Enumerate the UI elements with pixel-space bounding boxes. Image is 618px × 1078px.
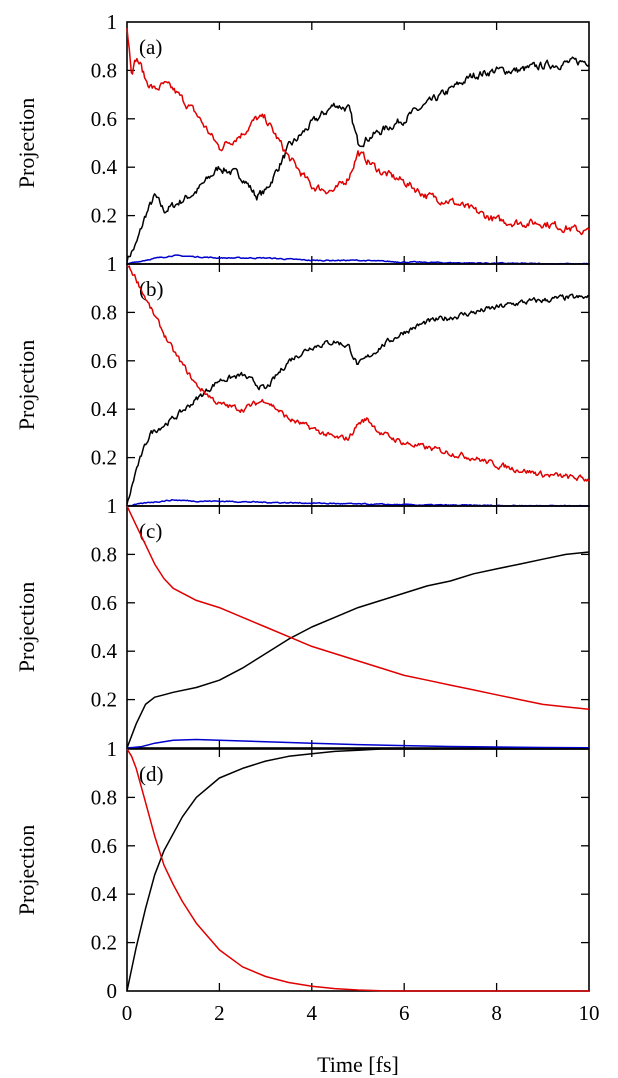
y-tick-label: 0.4 [91, 882, 118, 906]
x-tick-label: 8 [491, 1001, 502, 1025]
series-line-1 [126, 551, 590, 749]
y-axis-label: Projection [14, 582, 39, 672]
y-tick-label: 0.6 [91, 591, 117, 615]
panel-4: 1 0.8 0.6 0.4 0.2 00 2 4 6 8 10 Projection Time [fs]… [14, 737, 600, 1077]
panel-2: 1 0.8 0.6 0.4 0.2 Projection (b) [14, 252, 590, 507]
panel-label: (b) [139, 277, 164, 301]
x-tick-label: 0 [122, 1001, 133, 1025]
x-tick-label: 10 [579, 1001, 600, 1025]
series-line-2 [126, 27, 590, 236]
y-tick-label: 0.4 [91, 397, 118, 421]
y-tick-label: 0.8 [91, 300, 117, 324]
panel-label: (d) [139, 762, 164, 786]
y-tick-label: 0.8 [91, 785, 117, 809]
panel-label: (c) [139, 519, 162, 543]
panel-label: (a) [139, 35, 162, 59]
series-line-3 [127, 498, 590, 507]
y-tick-label: 0.2 [91, 204, 117, 228]
y-tick-label: 0.8 [91, 542, 117, 566]
y-tick-label: 0.6 [91, 107, 117, 131]
y-tick-label: 1 [107, 10, 118, 34]
plot-frame [126, 505, 590, 749]
series-line-3 [127, 254, 589, 265]
y-tick-label: 1 [107, 737, 118, 761]
y-tick-label: 0.4 [91, 639, 118, 663]
y-tick-label: 0.4 [91, 155, 118, 179]
series-line-3 [126, 738, 590, 749]
x-tick-label: 4 [307, 1001, 318, 1025]
y-tick-label: 1 [107, 252, 118, 276]
series-line-1 [126, 56, 590, 263]
series-line-2 [126, 748, 589, 992]
y-tick-label: 0.6 [91, 834, 117, 858]
panel-3: 1 0.8 0.6 0.4 0.2 Projection (c) [14, 494, 590, 749]
plot-frame [126, 748, 590, 992]
x-tick-label: 6 [399, 1001, 410, 1025]
panel-1: 1 0.8 0.6 0.4 0.2 Projection (a) [14, 10, 590, 265]
chart-panels: 1 0.8 0.6 0.4 0.2 Projection (a) 1 0.8 0.6 0.4 0.2 P… [14, 10, 600, 1077]
x-tick-label: 2 [214, 1001, 225, 1025]
y-tick-label: 0.8 [91, 58, 117, 82]
y-tick-label: 0.6 [91, 349, 117, 373]
y-tick-label: 0 [107, 979, 118, 1003]
series-line-2 [126, 505, 590, 711]
y-tick-label: 0.2 [91, 931, 117, 955]
y-tick-label: 0.2 [91, 446, 117, 470]
y-tick-label: 0.2 [91, 688, 117, 712]
series-line-2 [126, 265, 590, 482]
y-axis-label: Projection [14, 98, 39, 188]
y-axis-label: Projection [14, 340, 39, 430]
series-line-1 [126, 748, 589, 992]
y-tick-label: 1 [107, 494, 118, 518]
y-axis-label: Projection [14, 825, 39, 915]
x-axis-label: Time [fs] [317, 1052, 399, 1077]
